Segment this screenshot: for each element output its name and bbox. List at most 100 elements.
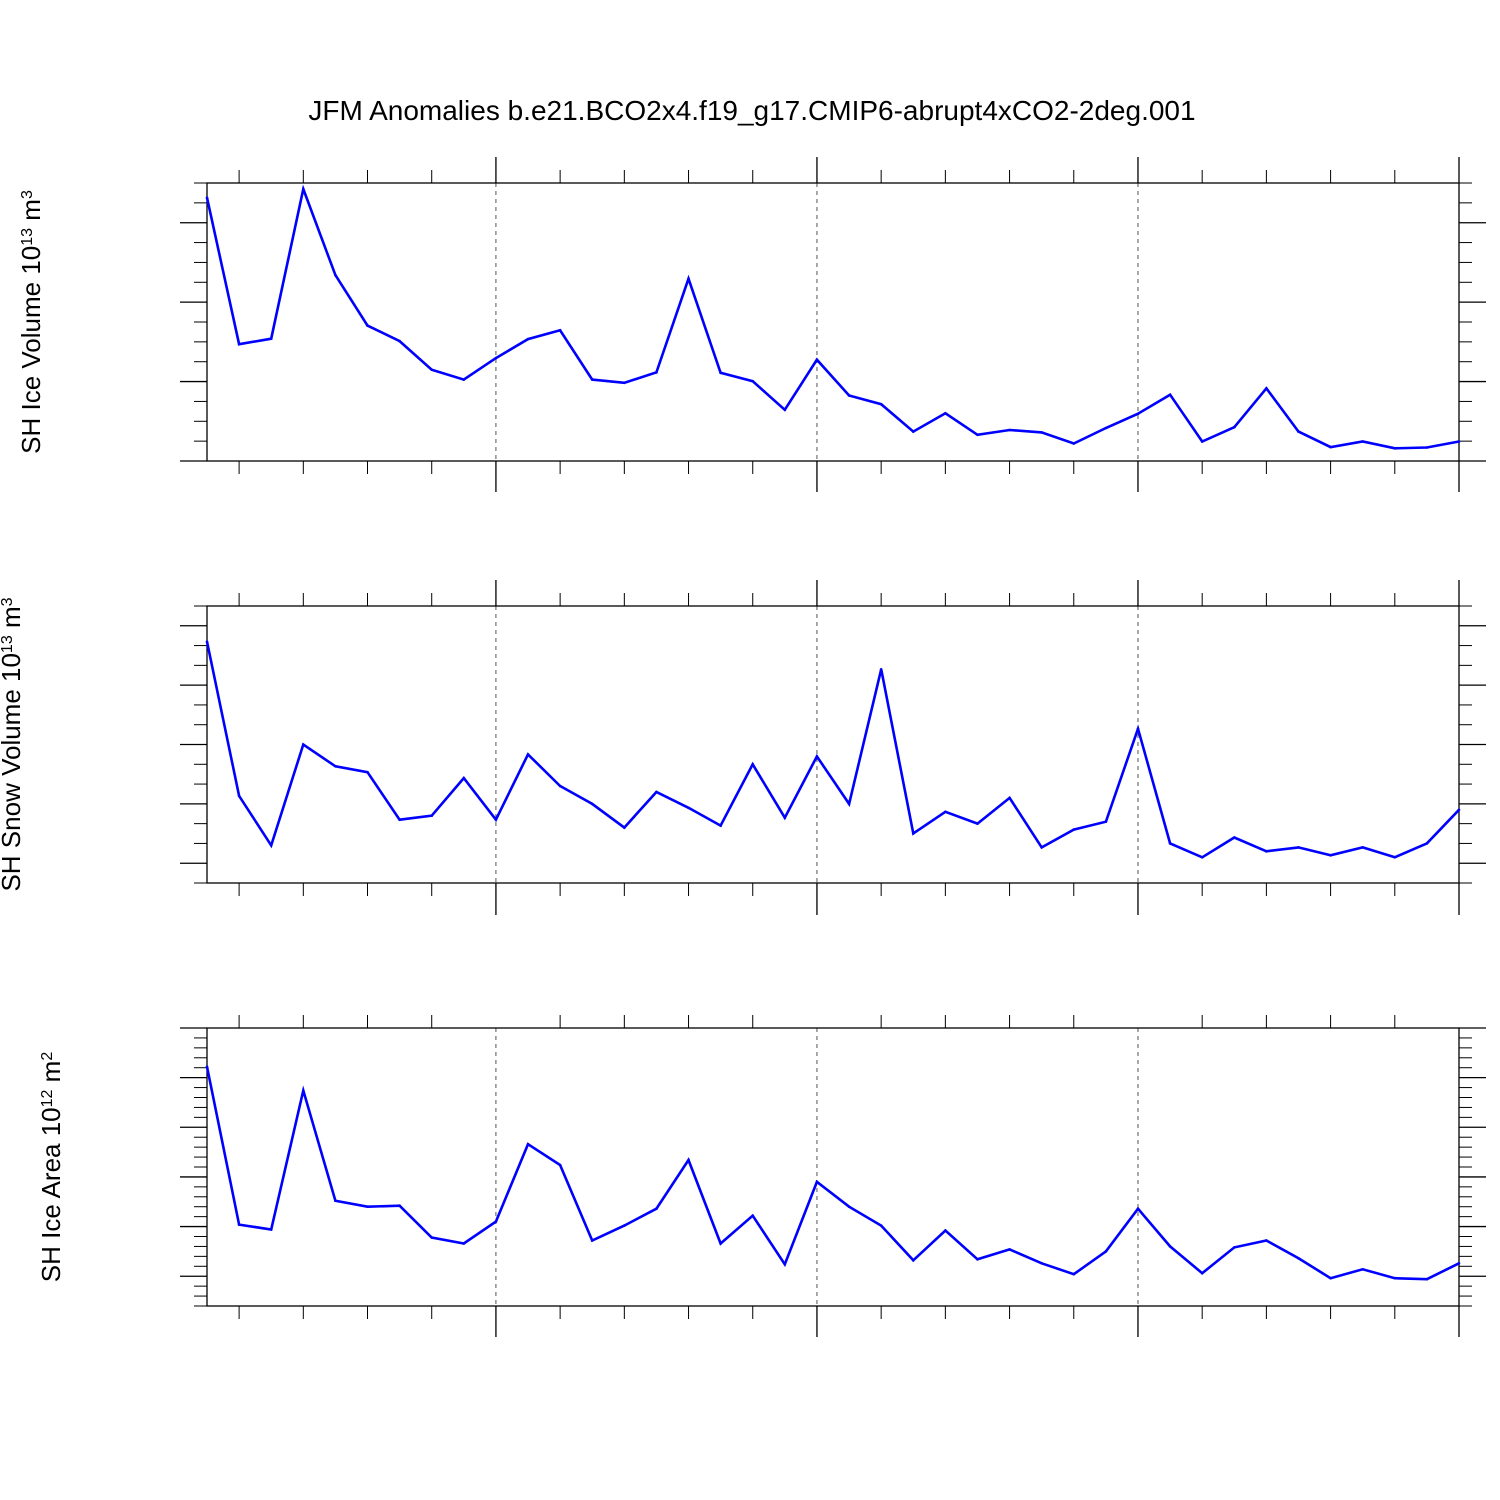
data-point: [1168, 842, 1172, 845]
data-point: [751, 1214, 755, 1217]
y-axis-label-unit: m: [36, 1061, 66, 1090]
data-point: [462, 378, 466, 381]
y-axis-label-unit-exponent: 3: [0, 597, 16, 606]
chart-panel-2: SH Snow Volume 1013 m3: [0, 580, 1486, 915]
data-point: [1232, 836, 1236, 839]
data-point: [1393, 855, 1397, 859]
data-point: [911, 1259, 915, 1262]
data-point: [1329, 1276, 1332, 1280]
data-point: [494, 818, 498, 821]
y-axis-label-exponent: 12: [39, 1089, 56, 1107]
data-point: [623, 381, 626, 385]
data-point: [430, 368, 434, 371]
data-point: [847, 1205, 851, 1209]
data-point: [1072, 442, 1076, 445]
data-point: [815, 358, 819, 362]
data-point: [1136, 727, 1140, 730]
plot-frame: [206, 1027, 1460, 1307]
data-point: [847, 802, 851, 806]
data-point: [655, 1207, 658, 1210]
data-point: [205, 640, 209, 643]
data-point: [783, 408, 787, 412]
chart-panel-3: SH Ice Area 1012 m2: [36, 1015, 1486, 1337]
data-point: [1329, 854, 1332, 857]
data-point: [1265, 387, 1268, 390]
data-point: [623, 1224, 626, 1227]
data-point: [205, 196, 209, 199]
y-axis-label-main: SH Snow Volume 10: [0, 653, 26, 891]
data-point: [911, 430, 915, 433]
data-point: [944, 1229, 947, 1232]
data-point: [1136, 412, 1140, 416]
figure-title: JFM Anomalies b.e21.BCO2x4.f19_g17.CMIP6…: [308, 95, 1195, 126]
series-line: [205, 1066, 1460, 1281]
data-point: [687, 806, 690, 810]
data-point: [269, 337, 273, 340]
data-point: [430, 1236, 434, 1239]
data-point: [1168, 1245, 1172, 1248]
data-point: [719, 371, 722, 375]
y-axis-label-main: SH Ice Volume 10: [16, 246, 46, 454]
data-point: [558, 1163, 562, 1167]
data-point: [334, 764, 337, 768]
data-point: [462, 1242, 466, 1245]
data-point: [398, 339, 401, 343]
data-point: [1104, 426, 1108, 430]
data-point: [366, 1205, 369, 1209]
data-point: [623, 826, 626, 829]
data-point: [237, 342, 241, 346]
data-point: [462, 776, 466, 780]
data-point: [1136, 1207, 1140, 1210]
data-point: [1200, 440, 1204, 443]
data-point: [879, 668, 883, 671]
y-axis-label-main: SH Ice Area 10: [36, 1107, 66, 1282]
data-point: [655, 371, 658, 374]
data-point: [847, 394, 851, 397]
y-axis-label: SH Ice Area 1012 m2: [36, 1052, 66, 1283]
data-point: [976, 1258, 979, 1261]
data-point: [558, 329, 562, 332]
data-point: [783, 1263, 787, 1266]
data-point: [205, 1065, 209, 1069]
data-point: [302, 1089, 305, 1092]
data-point: [494, 1220, 498, 1223]
data-point: [1393, 1276, 1397, 1280]
data-point: [687, 1158, 690, 1162]
data-point: [590, 1239, 594, 1242]
data-point: [1104, 1250, 1108, 1253]
data-point: [1361, 1267, 1364, 1271]
data-point: [1008, 428, 1011, 432]
data-point: [1393, 446, 1397, 450]
data-point: [1425, 842, 1429, 845]
data-point: [526, 337, 530, 341]
data-point: [655, 790, 658, 794]
data-point: [879, 1224, 883, 1227]
data-point: [911, 832, 915, 835]
y-axis-label-exponent: 13: [19, 228, 36, 246]
data-point: [783, 816, 787, 820]
data-point: [1200, 1271, 1204, 1275]
series-line: [205, 641, 1460, 859]
data-point: [1040, 1262, 1043, 1265]
data-point: [1200, 855, 1204, 859]
plot-frame: [206, 605, 1460, 884]
y-axis-label-unit: m: [0, 606, 26, 635]
data-point: [1329, 445, 1332, 449]
data-point: [976, 822, 979, 825]
data-point: [526, 1142, 530, 1146]
y-axis-label-unit: m: [16, 199, 46, 228]
data-point: [366, 770, 369, 774]
data-point: [302, 187, 305, 191]
data-point: [366, 324, 369, 327]
data-point: [430, 814, 434, 818]
data-point: [976, 433, 979, 437]
data-point: [1361, 440, 1364, 443]
plot-frame: [206, 182, 1460, 462]
data-point: [1265, 1239, 1268, 1242]
data-point: [398, 1204, 401, 1208]
series-line: [205, 184, 1460, 450]
data-point: [590, 378, 594, 381]
data-point: [751, 379, 755, 383]
y-axis-label-unit-exponent: 2: [39, 1052, 56, 1061]
data-point: [687, 277, 690, 281]
